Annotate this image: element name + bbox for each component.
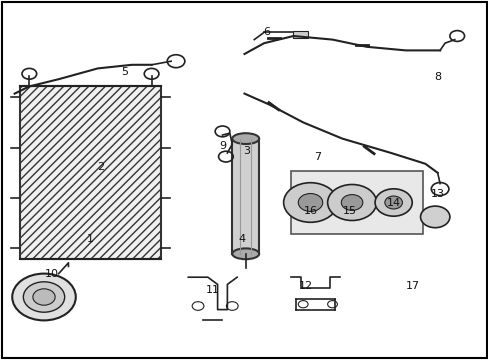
Text: 16: 16 [303,206,317,216]
Text: 7: 7 [314,152,321,162]
Bar [20,86,161,259]
Ellipse shape [232,133,259,144]
Text: 6: 6 [263,27,269,37]
Text: 8: 8 [433,72,440,82]
Circle shape [384,196,402,209]
Circle shape [23,282,64,312]
Text: 17: 17 [406,281,419,291]
Bar [290,171,422,234]
Text: 3: 3 [243,146,250,156]
Bar [232,139,259,254]
Text: 13: 13 [430,189,444,199]
Circle shape [298,194,322,212]
Text: 12: 12 [298,281,312,291]
Circle shape [420,206,449,228]
Ellipse shape [232,248,259,259]
Bar [293,31,307,38]
Text: 10: 10 [44,269,58,279]
Text: 11: 11 [205,285,219,295]
Circle shape [12,274,76,320]
Text: 1: 1 [87,234,94,244]
Text: 9: 9 [219,141,225,151]
Circle shape [327,184,376,220]
Circle shape [374,189,411,216]
Text: 5: 5 [121,67,128,77]
Text: 2: 2 [97,162,103,172]
Text: 4: 4 [238,234,245,244]
Circle shape [33,289,55,305]
Text: 15: 15 [342,206,356,216]
Circle shape [283,183,337,222]
Text: 14: 14 [386,198,400,208]
Circle shape [341,195,362,210]
